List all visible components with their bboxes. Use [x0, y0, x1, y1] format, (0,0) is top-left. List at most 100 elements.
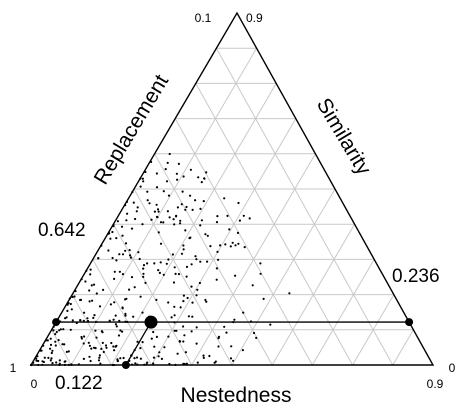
data-point — [152, 356, 156, 359]
grid-line — [151, 118, 297, 366]
data-point — [191, 301, 194, 304]
data-point — [182, 175, 185, 178]
data-point — [113, 270, 116, 273]
data-point — [206, 234, 209, 237]
data-point — [117, 334, 121, 337]
data-point — [67, 350, 70, 353]
data-point — [107, 232, 110, 235]
data-point — [184, 229, 187, 232]
data-point — [73, 295, 76, 298]
data-point — [108, 319, 111, 322]
data-point — [229, 357, 233, 360]
data-point — [107, 249, 110, 252]
value-label-similarity: 0.236 — [392, 266, 440, 287]
data-point — [159, 261, 162, 264]
data-point — [216, 250, 219, 253]
data-point — [182, 325, 185, 328]
data-point — [124, 314, 127, 317]
data-point — [178, 340, 181, 343]
data-point — [126, 212, 129, 215]
data-point — [217, 345, 220, 348]
data-point — [109, 303, 112, 306]
data-point — [135, 210, 138, 213]
data-point — [59, 328, 63, 331]
tick-label-bottom-left-outer: 1 — [10, 361, 17, 375]
tick-label-bottom-left-inner: 0 — [31, 377, 38, 391]
data-point — [252, 331, 256, 335]
data-point — [101, 331, 104, 334]
data-point — [150, 337, 153, 340]
data-point — [288, 292, 291, 295]
data-point — [191, 208, 194, 211]
data-point — [143, 363, 146, 366]
data-point — [208, 354, 211, 358]
data-point — [89, 273, 92, 276]
data-point — [97, 257, 100, 260]
data-point — [58, 359, 61, 362]
data-point — [139, 177, 142, 180]
grid-line — [215, 47, 394, 366]
data-point — [57, 339, 60, 342]
data-point — [119, 357, 122, 360]
data-point — [229, 245, 232, 248]
data-point — [134, 217, 137, 221]
data-point — [162, 190, 165, 193]
data-point — [145, 363, 148, 366]
data-point — [186, 296, 189, 300]
data-point — [155, 186, 159, 189]
data-point — [54, 333, 57, 336]
data-point — [62, 328, 65, 331]
data-point — [43, 356, 46, 359]
data-point — [166, 210, 169, 213]
data-point — [184, 351, 187, 354]
data-point — [74, 290, 77, 293]
data-point — [155, 172, 158, 175]
data-point — [112, 223, 115, 226]
data-point — [109, 237, 112, 240]
data-point — [86, 317, 89, 320]
data-point — [238, 219, 241, 222]
data-point — [204, 298, 207, 302]
data-point — [180, 252, 184, 255]
data-point — [116, 220, 119, 223]
data-point — [190, 263, 193, 266]
data-point — [97, 359, 101, 362]
data-point — [214, 360, 217, 363]
data-point — [163, 346, 166, 349]
data-point — [194, 255, 197, 258]
data-point — [80, 278, 83, 281]
axis-label-nestedness: Nestedness — [181, 384, 292, 407]
data-point — [172, 281, 176, 284]
data-point — [92, 346, 96, 349]
data-point — [133, 357, 136, 360]
data-point — [152, 330, 155, 334]
data-point — [39, 349, 42, 352]
grid-line — [231, 188, 336, 366]
data-point — [195, 342, 198, 345]
centroid-guide-lines — [56, 321, 410, 366]
data-point — [82, 342, 85, 345]
data-point — [104, 344, 108, 347]
data-point — [88, 300, 91, 303]
data-point — [185, 265, 189, 268]
data-point — [79, 319, 82, 322]
data-point — [65, 350, 68, 353]
data-point — [128, 254, 132, 257]
data-point — [58, 329, 61, 332]
data-point — [157, 210, 160, 213]
centroid-point — [144, 315, 158, 329]
data-point — [112, 318, 115, 321]
data-point — [146, 361, 149, 364]
data-point — [139, 357, 142, 360]
data-point — [187, 315, 190, 318]
data-point — [175, 172, 178, 175]
data-point — [121, 234, 124, 237]
data-point — [224, 243, 227, 246]
data-point — [121, 306, 124, 309]
data-point — [202, 354, 205, 357]
grid-lines — [51, 47, 414, 366]
data-point — [196, 288, 199, 291]
data-point — [116, 358, 119, 361]
data-point — [142, 275, 145, 278]
